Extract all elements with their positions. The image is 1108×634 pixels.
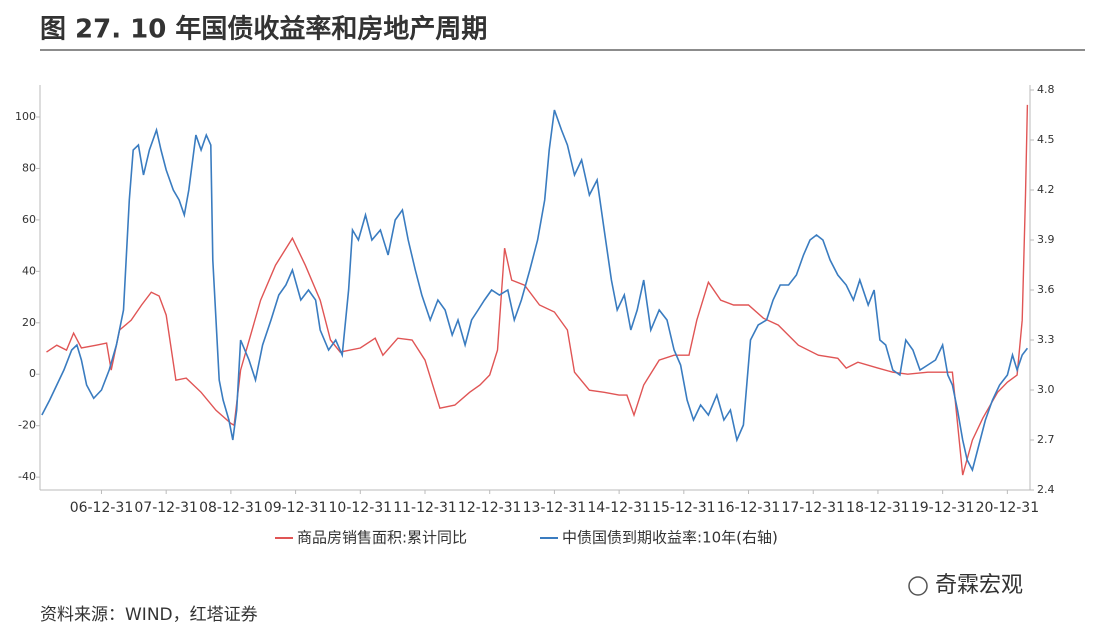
x-tick-label: 07-12-31 — [134, 500, 198, 516]
x-tick-label: 14-12-31 — [587, 500, 651, 516]
y-tick-label: 100 — [15, 110, 36, 123]
series-line — [46, 104, 1029, 476]
watermark: 奇霖宏观 — [935, 573, 1023, 598]
x-tick-label: 20-12-31 — [976, 500, 1040, 516]
x-tick-label: 15-12-31 — [652, 500, 716, 516]
y-tick-label: 20 — [22, 316, 36, 329]
x-tick-label: 13-12-31 — [523, 500, 587, 516]
y2-tick-label: 4.5 — [1037, 133, 1055, 146]
plot-area: -40 -20 0 20 40 60 80 100 2.4 2.7 3.0 3.3 3.6 3.9 4.2 4… — [15, 83, 1055, 547]
y-tick-label: 80 — [22, 161, 36, 174]
x-tick-label: 10-12-31 — [329, 500, 393, 516]
watermark-icon — [908, 576, 928, 596]
y2-tick-label: 3.6 — [1037, 283, 1055, 296]
x-tick-label: 18-12-31 — [846, 500, 910, 516]
series-line — [41, 109, 1029, 473]
x-tick-label: 12-12-31 — [458, 500, 522, 516]
x-tick-label: 16-12-31 — [717, 500, 781, 516]
legend-label: 中债国债到期收益率:10年(右轴) — [562, 529, 778, 547]
x-tick-label: 09-12-31 — [264, 500, 328, 516]
y-tick-label: 40 — [22, 264, 36, 277]
source: 资料来源：WIND，红塔证券 — [40, 605, 258, 625]
y2-tick-label: 4.2 — [1037, 183, 1055, 196]
title: 图 27. 10 年国债收益率和房地产周期 — [40, 14, 487, 45]
y-tick-label: 60 — [22, 213, 36, 226]
y2-tick-label: 2.7 — [1037, 433, 1055, 446]
y-tick-label: 0 — [29, 367, 36, 380]
y2-tick-label: 3.9 — [1037, 233, 1055, 246]
y-tick-label: -20 — [18, 419, 36, 432]
y2-tick-label: 3.0 — [1037, 383, 1055, 396]
x-tick-label: 11-12-31 — [393, 500, 457, 516]
x-tick-label: 17-12-31 — [781, 500, 845, 516]
x-tick-label: 08-12-31 — [199, 500, 263, 516]
y2-tick-label: 4.8 — [1037, 83, 1055, 96]
y2-tick-label: 3.3 — [1037, 333, 1055, 346]
x-tick-label: 19-12-31 — [911, 500, 975, 516]
legend-label: 商品房销售面积:累计同比 — [297, 529, 467, 547]
y2-tick-label: 2.4 — [1037, 483, 1055, 496]
x-tick-label: 06-12-31 — [70, 500, 134, 516]
y-tick-label: -40 — [18, 470, 36, 483]
